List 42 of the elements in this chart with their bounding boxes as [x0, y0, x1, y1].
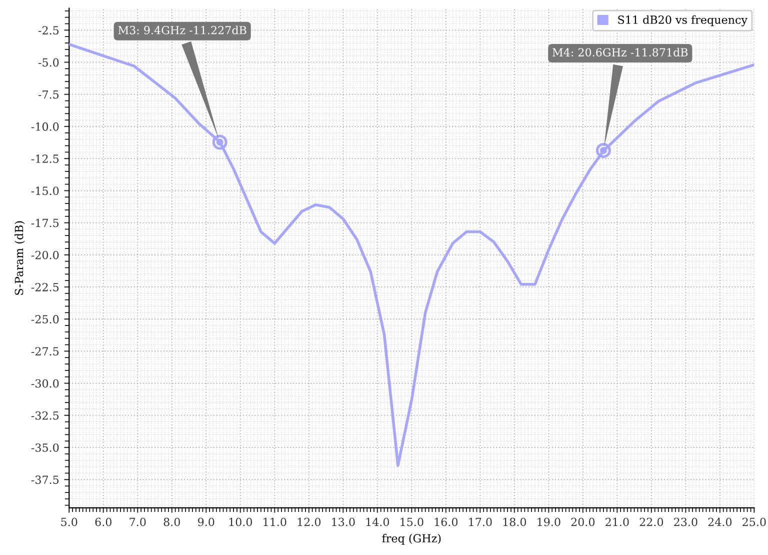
- x-tick-label: 13.0: [332, 518, 355, 526]
- y-tick-label: -30.0: [31, 379, 59, 388]
- y-tick-label: -25.0: [31, 315, 59, 324]
- y-tick-label: -22.5: [31, 282, 59, 292]
- x-tick-label: 5.0: [61, 518, 78, 526]
- annotation: M3: 9.4GHz -11.227dB: [118, 26, 246, 34]
- y-tick-label: -35.0: [31, 443, 59, 452]
- annotation: M4: 20.6GHz -11.871dB: [552, 48, 688, 56]
- x-tick-label: 19.0: [538, 518, 560, 526]
- line-series: [69, 42, 754, 467]
- x-tick-label: 24.0: [708, 518, 732, 526]
- x-tick-label: 25.0: [742, 518, 766, 526]
- legend-label: S11 dB20 vs frequency: [618, 15, 748, 26]
- x-tick-label: 8.0: [164, 518, 180, 526]
- x-tick-label: 23.0: [674, 518, 698, 526]
- x-tick-label: 18.0: [503, 518, 526, 526]
- x-tick-label: 11.0: [264, 518, 286, 526]
- x-tick-label: 12.0: [298, 518, 321, 526]
- y-axis-title: S-Param (dB): [14, 221, 25, 295]
- x-tick-label: 17.0: [469, 518, 492, 526]
- y-tick-label: -20.0: [31, 250, 59, 260]
- y-tick-label: -15.0: [31, 186, 59, 196]
- x-axis-title: freq (GHz): [382, 534, 441, 545]
- x-tick-label: 7.0: [130, 518, 146, 526]
- y-tick-label: -37.5: [31, 476, 59, 484]
- y-tick-label: -5.0: [38, 58, 59, 67]
- x-tick-label: 21.0: [606, 518, 629, 526]
- x-tick-label: 9.0: [198, 518, 214, 526]
- x-tick-label: 20.0: [571, 518, 595, 526]
- x-tick-label: 6.0: [95, 518, 112, 526]
- y-tick-label: -17.5: [31, 218, 59, 228]
- x-tick-label: 15.0: [400, 518, 424, 526]
- x-tick-label: 16.0: [434, 518, 458, 526]
- y-tick-label: -32.5: [31, 411, 59, 420]
- x-tick-label: 14.0: [366, 518, 390, 526]
- y-tick-label: -2.5: [38, 26, 59, 35]
- y-tick-label: -12.5: [31, 154, 59, 163]
- x-tick-label: 22.0: [640, 518, 664, 526]
- x-tick-label: 10.0: [229, 518, 252, 526]
- y-tick-label: -7.5: [38, 90, 59, 99]
- y-tick-label: -10.0: [31, 122, 59, 131]
- y-tick-label: -27.5: [31, 347, 59, 356]
